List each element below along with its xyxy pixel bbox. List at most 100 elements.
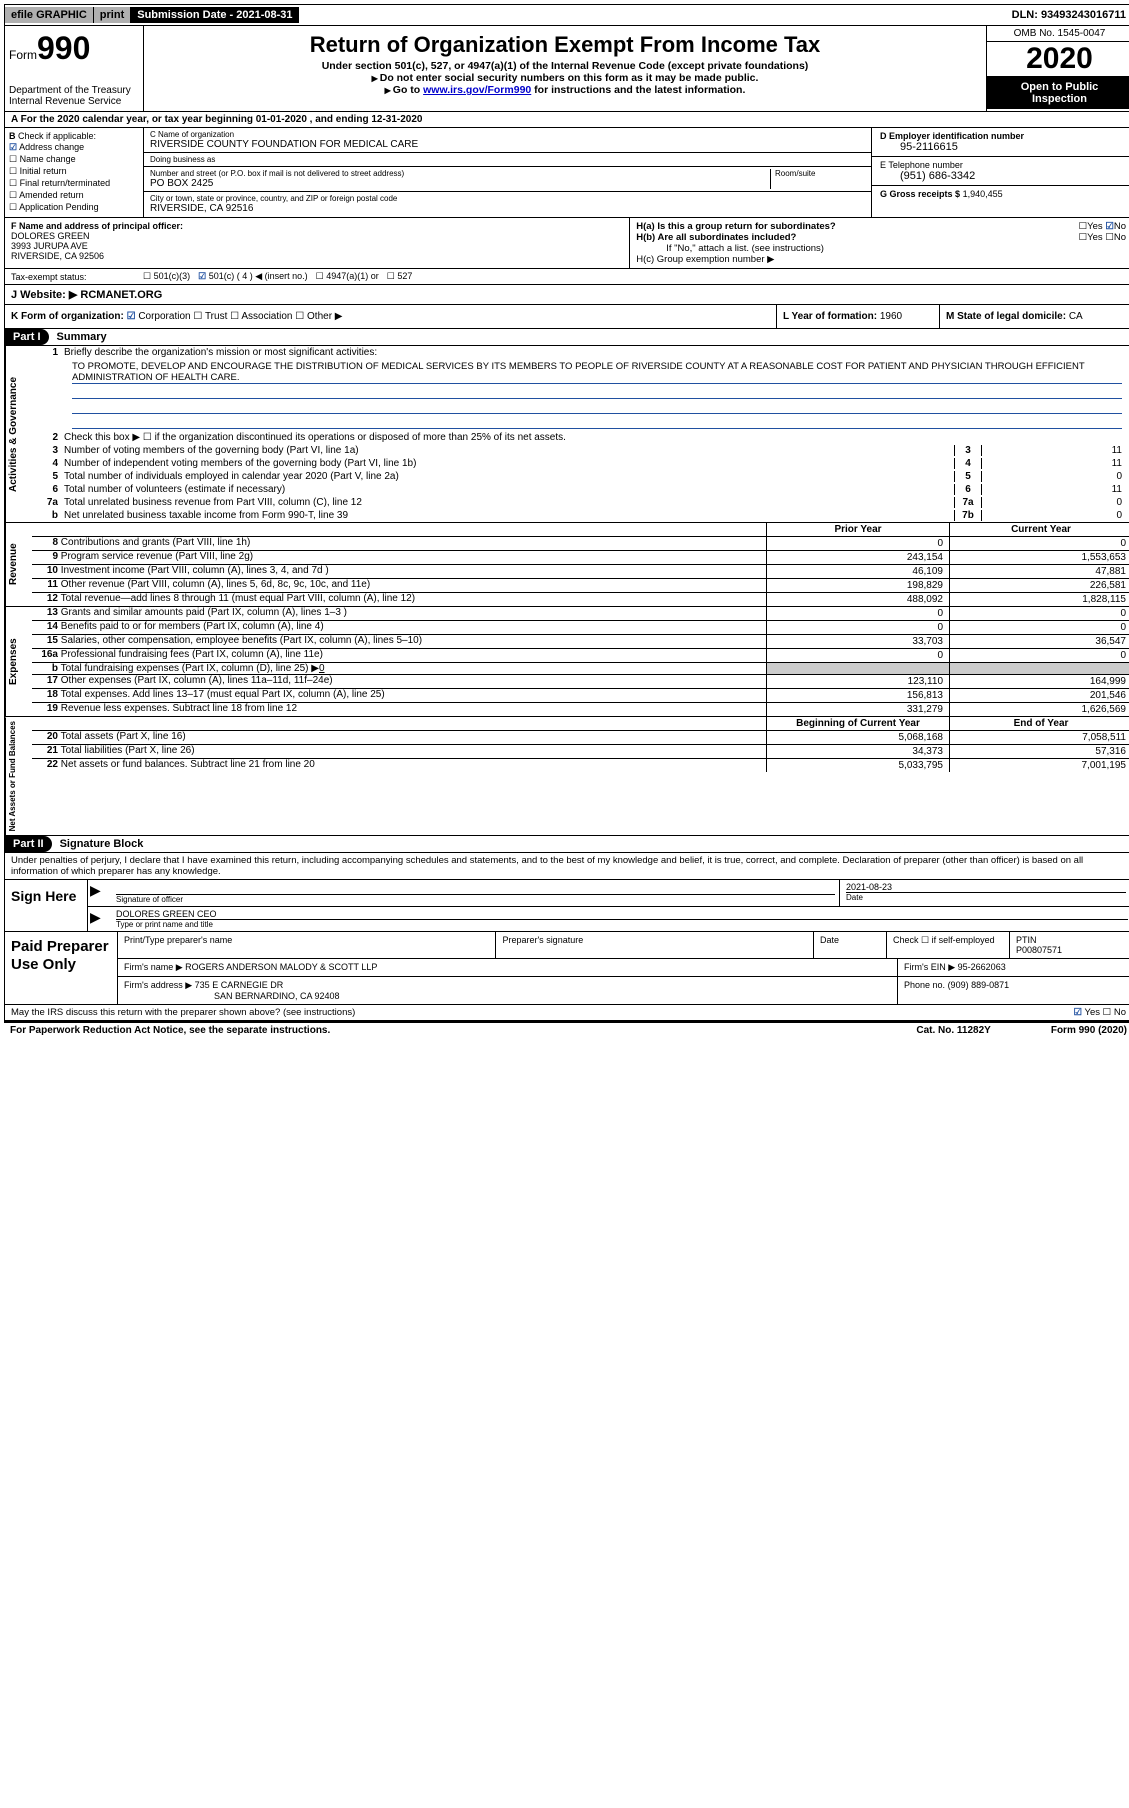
line-3-text: Number of voting members of the governin… xyxy=(64,445,954,456)
prep-addr-label: Firm's address ▶ xyxy=(124,980,192,990)
chk-4947[interactable]: ☐ 4947(a)(1) or xyxy=(316,271,379,282)
dept-treasury: Department of the Treasury xyxy=(9,85,139,96)
row-klm: K Form of organization: ☑ Corporation ☐ … xyxy=(4,305,1129,329)
line-18: 18 Total expenses. Add lines 13–17 (must… xyxy=(32,688,1129,702)
vlabel-revenue: Revenue xyxy=(5,523,32,606)
line-1-label: Briefly describe the organization's miss… xyxy=(64,347,1128,358)
phone-value: (951) 686-3342 xyxy=(880,170,1124,182)
k-assoc[interactable]: Association xyxy=(241,311,292,322)
line-11-prior: 198,829 xyxy=(766,579,949,592)
line-20: 20 Total assets (Part X, line 16) 5,068,… xyxy=(32,730,1129,744)
line-6-val: 11 xyxy=(981,484,1128,495)
line-7b: bNet unrelated business taxable income f… xyxy=(32,509,1129,522)
officer-addr2: RIVERSIDE, CA 92506 xyxy=(11,251,104,261)
chk-527[interactable]: ☐ 527 xyxy=(387,271,413,282)
hb-yes[interactable]: Yes xyxy=(1087,232,1103,243)
col-d-right: D Employer identification number 95-2116… xyxy=(871,128,1129,217)
part-1-tag: Part I xyxy=(5,329,49,345)
row-a-tax-year: A For the 2020 calendar year, or tax yea… xyxy=(4,112,1129,128)
line-19-prior: 331,279 xyxy=(766,703,949,716)
l-label: L Year of formation: xyxy=(783,311,877,322)
line-22-end: 7,001,195 xyxy=(949,759,1129,772)
street-row: Number and street (or P.O. box if mail i… xyxy=(144,167,871,192)
ha-no[interactable]: No xyxy=(1114,221,1126,232)
ein-block: D Employer identification number 95-2116… xyxy=(872,128,1129,157)
line-7a-text: Total unrelated business revenue from Pa… xyxy=(64,497,954,508)
chk-final-return[interactable]: ☐ Final return/terminated xyxy=(9,178,139,189)
discuss-no: No xyxy=(1114,1007,1126,1018)
line-7a-val: 0 xyxy=(981,497,1128,508)
line-19: 19 Revenue less expenses. Subtract line … xyxy=(32,702,1129,716)
line-22-beg: 5,033,795 xyxy=(766,759,949,772)
website-label: J Website: ▶ xyxy=(11,289,77,301)
prep-ptin-value: P00807571 xyxy=(1016,945,1062,955)
line-13-prior: 0 xyxy=(766,607,949,620)
line-16a-prior: 0 xyxy=(766,649,949,662)
k-other[interactable]: Other ▶ xyxy=(307,311,342,322)
k-trust[interactable]: Trust xyxy=(205,311,227,322)
chk-501c3[interactable]: ☐ 501(c)(3) xyxy=(143,271,190,282)
ein-label: D Employer identification number xyxy=(880,131,1024,141)
chk-app-pending[interactable]: ☐ Application Pending xyxy=(9,202,139,213)
ha-yes[interactable]: Yes xyxy=(1087,221,1103,232)
line-13-curr: 0 xyxy=(949,607,1129,620)
k-corp[interactable]: Corporation xyxy=(138,311,190,322)
addr-label: Number and street (or P.O. box if mail i… xyxy=(150,169,770,178)
line-10-curr: 47,881 xyxy=(949,565,1129,578)
penalty-statement: Under penalties of perjury, I declare th… xyxy=(4,853,1129,880)
footer-right: Form 990 (2020) xyxy=(1051,1025,1127,1036)
city-value: RIVERSIDE, CA 92516 xyxy=(150,203,253,214)
form-990-label: Form990 xyxy=(9,30,139,67)
sig-arrow-2: ▶ xyxy=(88,907,112,931)
expenses-inner: 13 Grants and similar amounts paid (Part… xyxy=(32,607,1129,716)
state-domicile: M State of legal domicile: CA xyxy=(939,305,1129,328)
submission-date: Submission Date - 2021-08-31 xyxy=(131,7,298,23)
line-9-curr: 1,553,653 xyxy=(949,551,1129,564)
prep-addr1: 735 E CARNEGIE DR xyxy=(195,980,284,990)
discuss-no-chk[interactable]: ☐ xyxy=(1103,1007,1112,1018)
line-11-curr: 226,581 xyxy=(949,579,1129,592)
hdr-current-year: Current Year xyxy=(949,523,1129,536)
sig-name-value: DOLORES GREEN CEO xyxy=(116,909,1128,919)
line-16b-text: Total fundraising expenses (Part IX, col… xyxy=(61,663,319,674)
line-19-text: Revenue less expenses. Subtract line 18 … xyxy=(61,703,297,714)
open-public-badge: Open to Public Inspection xyxy=(987,77,1129,109)
line-17-text: Other expenses (Part IX, column (A), lin… xyxy=(61,675,333,686)
line-15-prior: 33,703 xyxy=(766,635,949,648)
chk-initial-return[interactable]: ☐ Initial return xyxy=(9,166,139,177)
line-12-text: Total revenue—add lines 8 through 11 (mu… xyxy=(61,593,415,604)
chk-501c[interactable]: ☑ 501(c) ( 4 ) ◀ (insert no.) xyxy=(198,271,308,282)
discuss-yes: Yes xyxy=(1085,1007,1101,1018)
line-3: 3Number of voting members of the governi… xyxy=(32,444,1129,457)
col-c-org-info: C Name of organization RIVERSIDE COUNTY … xyxy=(144,128,871,217)
part-1-header: Part I Summary xyxy=(4,329,1129,346)
line-14-text: Benefits paid to or for members (Part IX… xyxy=(61,621,324,632)
line-12-prior: 488,092 xyxy=(766,593,949,606)
net-assets-block: Net Assets or Fund Balances Beginning of… xyxy=(4,717,1129,836)
line-13-text: Grants and similar amounts paid (Part IX… xyxy=(61,607,347,618)
prep-row-2: Firm's name ▶ ROGERS ANDERSON MALODY & S… xyxy=(118,959,1129,977)
line-19-curr: 1,626,569 xyxy=(949,703,1129,716)
irs-link[interactable]: www.irs.gov/Form990 xyxy=(423,84,531,96)
hdr-prior-year: Prior Year xyxy=(766,523,949,536)
dba-label: Doing business as xyxy=(150,155,215,164)
mission-blank-1 xyxy=(72,386,1122,399)
discuss-yes-chk[interactable]: ☑ xyxy=(1074,1007,1083,1018)
org-name: RIVERSIDE COUNTY FOUNDATION FOR MEDICAL … xyxy=(150,139,418,150)
prep-row-1: Print/Type preparer's name Preparer's si… xyxy=(118,932,1129,959)
line-21-text: Total liabilities (Part X, line 26) xyxy=(61,745,195,756)
goto-note: Go to www.irs.gov/Form990 for instructio… xyxy=(150,84,980,96)
k-label: K Form of organization: xyxy=(11,311,124,322)
hb-no[interactable]: No xyxy=(1114,232,1126,243)
revenue-header-row: Prior Year Current Year xyxy=(32,523,1129,536)
print-button[interactable]: print xyxy=(94,7,131,23)
chk-address-change[interactable]: ☑ Address change xyxy=(9,142,139,153)
chk-name-change[interactable]: ☐ Name change xyxy=(9,154,139,165)
gross-block: G Gross receipts $ 1,940,455 xyxy=(872,186,1129,202)
col-b-label: Check if applicable: xyxy=(18,131,96,141)
paid-preparer-label: Paid Preparer Use Only xyxy=(5,932,118,1004)
form-number: 990 xyxy=(37,30,90,66)
tax-exempt-row: Tax-exempt status: ☐ 501(c)(3) ☑ 501(c) … xyxy=(4,269,1129,285)
chk-amended-return[interactable]: ☐ Amended return xyxy=(9,190,139,201)
line-6-text: Total number of volunteers (estimate if … xyxy=(64,484,954,495)
